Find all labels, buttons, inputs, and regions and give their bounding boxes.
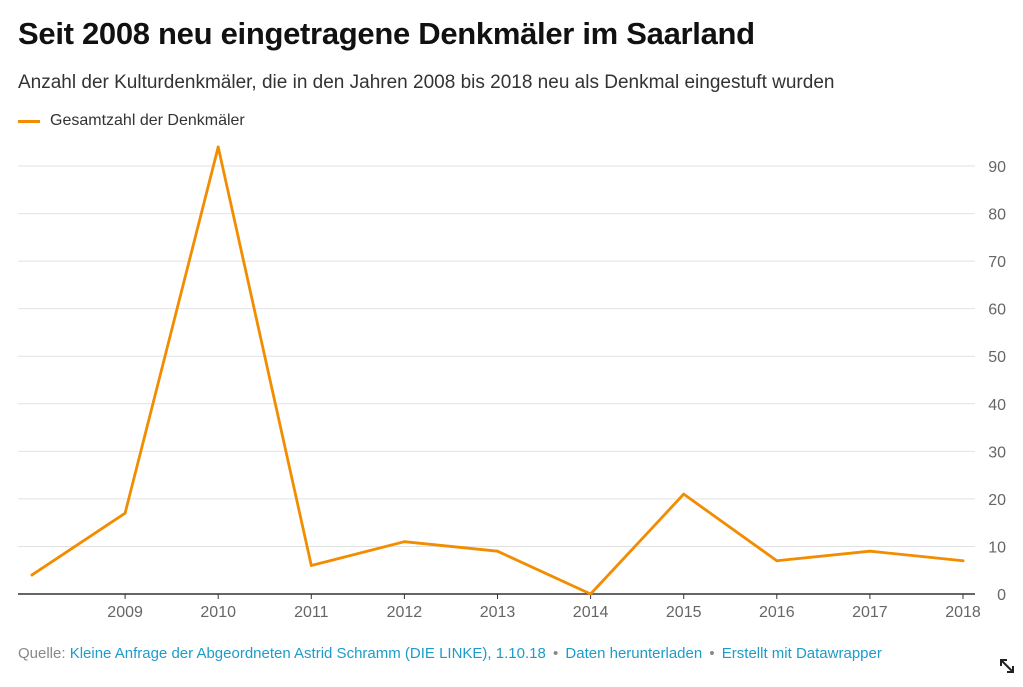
x-tick-label: 2017 <box>852 604 888 621</box>
data-point <box>868 549 872 553</box>
y-tick-label: 0 <box>997 587 1006 604</box>
footer-separator: • <box>709 645 715 662</box>
y-tick-label: 70 <box>988 254 1006 271</box>
x-tick-label: 2013 <box>480 604 516 621</box>
data-point <box>309 564 313 567</box>
x-tick-label: 2010 <box>200 604 236 621</box>
y-tick-label: 80 <box>988 207 1006 224</box>
y-tick-label: 40 <box>988 397 1006 414</box>
y-tick-label: 60 <box>988 302 1006 319</box>
x-axis-ticks: 2009 2010 2011 2012 2013 2014 2015 2016 2017 2018 <box>107 594 981 621</box>
data-point <box>216 145 220 149</box>
download-data-link[interactable]: Daten herunterladen <box>565 645 703 662</box>
series-layer <box>30 145 965 596</box>
y-tick-label: 50 <box>988 349 1006 366</box>
grid-lines <box>18 165 975 547</box>
x-tick-label: 2012 <box>387 604 423 621</box>
line-chart: 0 10 20 30 40 50 60 70 80 90 2009 2010 2011 2012 2013… <box>18 145 1006 621</box>
data-point <box>682 492 686 496</box>
source-prefix: Quelle: <box>18 645 70 662</box>
y-tick-label: 90 <box>988 159 1006 176</box>
x-tick-label: 2009 <box>107 604 143 621</box>
x-tick-label: 2014 <box>573 604 609 621</box>
legend: Gesamtzahl der Denkmäler <box>18 112 245 130</box>
footer: Quelle: Kleine Anfrage der Abgeordneten … <box>18 645 882 662</box>
data-point <box>403 540 406 544</box>
x-tick-label: 2015 <box>666 604 702 621</box>
data-point <box>775 559 779 563</box>
data-point <box>961 559 965 563</box>
data-point <box>496 549 499 553</box>
expand-icon[interactable] <box>998 657 1016 675</box>
source-link[interactable]: Kleine Anfrage der Abgeordneten Astrid S… <box>69 645 546 662</box>
data-point <box>589 592 592 596</box>
data-point <box>123 511 127 515</box>
y-tick-label: 30 <box>988 444 1006 461</box>
y-tick-label: 10 <box>988 539 1006 556</box>
legend-label: Gesamtzahl der Denkmäler <box>50 112 245 129</box>
made-with-datawrapper-link[interactable]: Erstellt mit Datawrapper <box>721 645 882 662</box>
legend-swatch <box>18 119 40 123</box>
x-tick-label: 2018 <box>945 604 981 621</box>
y-axis-ticks: 0 10 20 30 40 50 60 70 80 90 <box>988 159 1006 604</box>
chart-title: Seit 2008 neu eingetragene Denkmäler im … <box>18 16 755 51</box>
x-tick-label: 2011 <box>294 604 329 621</box>
chart-subtitle: Anzahl der Kulturdenkmäler, die in den J… <box>18 72 835 93</box>
data-point <box>30 573 34 577</box>
x-tick-label: 2016 <box>759 604 795 621</box>
y-tick-label: 20 <box>988 492 1006 509</box>
footer-separator: • <box>552 645 559 662</box>
